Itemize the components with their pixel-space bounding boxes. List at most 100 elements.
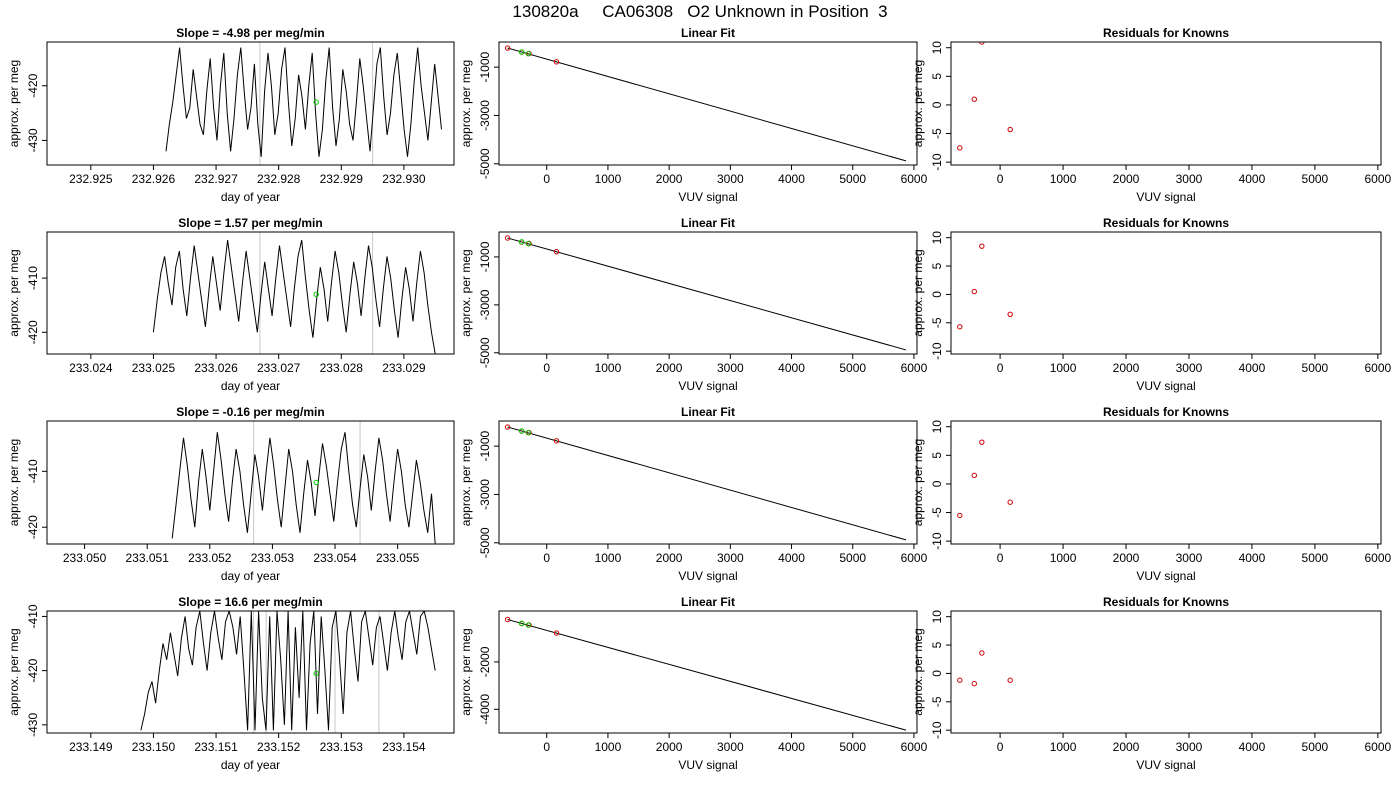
x-axis-label: VUV signal bbox=[678, 190, 737, 204]
x-tick-label: 4000 bbox=[1239, 172, 1266, 186]
x-tick-label: 233.052 bbox=[188, 551, 232, 565]
plot-frame bbox=[46, 41, 455, 166]
y-tick-label: -10 bbox=[930, 532, 944, 550]
data-point bbox=[553, 630, 560, 636]
x-tick-label: 233.055 bbox=[376, 551, 420, 565]
panel-title: Linear Fit bbox=[681, 595, 735, 609]
data-point bbox=[518, 239, 525, 245]
y-tick-label: -3000 bbox=[478, 479, 492, 510]
plot-frame bbox=[950, 420, 1382, 545]
x-tick-label: 0 bbox=[997, 361, 1004, 375]
y-tick-label: -2000 bbox=[478, 646, 492, 677]
panel-title: Slope = 1.57 per meg/min bbox=[178, 216, 322, 230]
x-tick-label: 1000 bbox=[1050, 361, 1077, 375]
x-tick-label: 233.024 bbox=[69, 361, 113, 375]
x-tick-label: 233.152 bbox=[257, 740, 301, 754]
x-tick-label: 4000 bbox=[778, 361, 805, 375]
x-tick-label: 233.054 bbox=[313, 551, 357, 565]
panel-res3: Residuals for Knowns 0 1000 2000 3000 4000 500… bbox=[911, 405, 1392, 583]
panel-title: Slope = -0.16 per meg/min bbox=[176, 405, 324, 419]
y-tick-label: -3000 bbox=[478, 100, 492, 131]
x-axis-label: day of year bbox=[221, 190, 280, 204]
y-tick-label: 5 bbox=[930, 73, 944, 80]
plot-area bbox=[957, 650, 1013, 687]
x-tick-label: 3000 bbox=[1176, 361, 1203, 375]
plot-area bbox=[504, 616, 907, 731]
data-point bbox=[313, 479, 319, 486]
x-tick-label: 233.154 bbox=[382, 740, 426, 754]
y-tick-label: 5 bbox=[930, 452, 944, 459]
series-line bbox=[140, 611, 436, 731]
page-title: 130820a CA06308 O2 Unknown in Position 3 bbox=[512, 2, 888, 21]
x-tick-label: 2000 bbox=[1113, 551, 1140, 565]
plot-frame bbox=[498, 231, 918, 355]
y-axis-label: approx. per meg bbox=[459, 628, 473, 715]
y-axis-label: approx. per meg bbox=[911, 60, 925, 147]
y-tick-label: 0 bbox=[930, 670, 944, 677]
x-tick-label: 6000 bbox=[901, 740, 928, 754]
x-tick-label: 0 bbox=[997, 740, 1004, 754]
y-tick-label: -10 bbox=[930, 153, 944, 171]
x-tick-label: 6000 bbox=[1365, 172, 1392, 186]
plot-frame bbox=[950, 231, 1382, 355]
data-point bbox=[979, 243, 985, 249]
x-tick-label: 232.929 bbox=[320, 172, 364, 186]
data-point bbox=[504, 424, 511, 430]
y-tick-label: 5 bbox=[930, 262, 944, 269]
panel-ts1: Slope = -4.98 per meg/min 232.925 232.926 2… bbox=[7, 26, 455, 204]
x-tick-label: 6000 bbox=[901, 172, 928, 186]
panel-fit1: Linear Fit 0 1000 2000 3000 4000 5000 6000 -1000… bbox=[459, 26, 928, 204]
plot-frame bbox=[46, 610, 455, 734]
y-tick-label: 0 bbox=[930, 291, 944, 298]
x-tick-label: 6000 bbox=[1365, 361, 1392, 375]
y-axis-label: approx. per meg bbox=[911, 439, 925, 526]
plot-area bbox=[171, 421, 436, 544]
data-point bbox=[553, 438, 560, 444]
x-tick-label: 3000 bbox=[1176, 740, 1203, 754]
data-point bbox=[1007, 311, 1013, 317]
data-point bbox=[1007, 677, 1013, 683]
y-axis-label: approx. per meg bbox=[459, 249, 473, 336]
data-point bbox=[504, 45, 511, 51]
y-tick-label: -5 bbox=[930, 507, 944, 518]
y-axis-label: approx. per meg bbox=[7, 628, 21, 715]
y-tick-label: -410 bbox=[26, 459, 40, 483]
plot-frame bbox=[46, 231, 455, 355]
plot-area bbox=[957, 42, 1013, 151]
plot-area bbox=[140, 611, 436, 733]
y-tick-label: -10 bbox=[930, 721, 944, 739]
x-tick-label: 2000 bbox=[1113, 172, 1140, 186]
series-line bbox=[152, 239, 436, 354]
x-tick-label: 5000 bbox=[1302, 361, 1329, 375]
y-axis-label: approx. per meg bbox=[459, 439, 473, 526]
x-tick-label: 2000 bbox=[656, 551, 683, 565]
data-point bbox=[971, 96, 977, 102]
x-tick-label: 233.051 bbox=[125, 551, 169, 565]
plot-frame bbox=[950, 610, 1382, 734]
x-tick-label: 5000 bbox=[839, 551, 866, 565]
x-axis-label: day of year bbox=[221, 569, 280, 583]
x-tick-label: 5000 bbox=[839, 172, 866, 186]
plot-frame bbox=[498, 420, 918, 545]
y-axis-label: approx. per meg bbox=[911, 628, 925, 715]
x-tick-label: 6000 bbox=[1365, 551, 1392, 565]
x-tick-label: 6000 bbox=[1365, 740, 1392, 754]
x-tick-label: 233.026 bbox=[194, 361, 238, 375]
x-tick-label: 5000 bbox=[1302, 740, 1329, 754]
data-point bbox=[313, 291, 319, 298]
x-axis-label: VUV signal bbox=[678, 569, 737, 583]
panel-title: Residuals for Knowns bbox=[1103, 216, 1229, 230]
data-point bbox=[553, 248, 560, 255]
panel-title: Residuals for Knowns bbox=[1103, 26, 1229, 40]
panel-title: Residuals for Knowns bbox=[1103, 405, 1229, 419]
x-tick-label: 5000 bbox=[1302, 551, 1329, 565]
y-tick-label: -1000 bbox=[478, 241, 492, 272]
plot-frame bbox=[46, 420, 455, 545]
panel-title: Slope = 16.6 per meg/min bbox=[178, 595, 322, 609]
x-axis-label: VUV signal bbox=[1136, 569, 1195, 583]
y-tick-label: 10 bbox=[930, 420, 944, 434]
y-tick-label: -1000 bbox=[478, 430, 492, 461]
y-tick-label: 5 bbox=[930, 641, 944, 648]
data-point bbox=[1007, 126, 1013, 133]
